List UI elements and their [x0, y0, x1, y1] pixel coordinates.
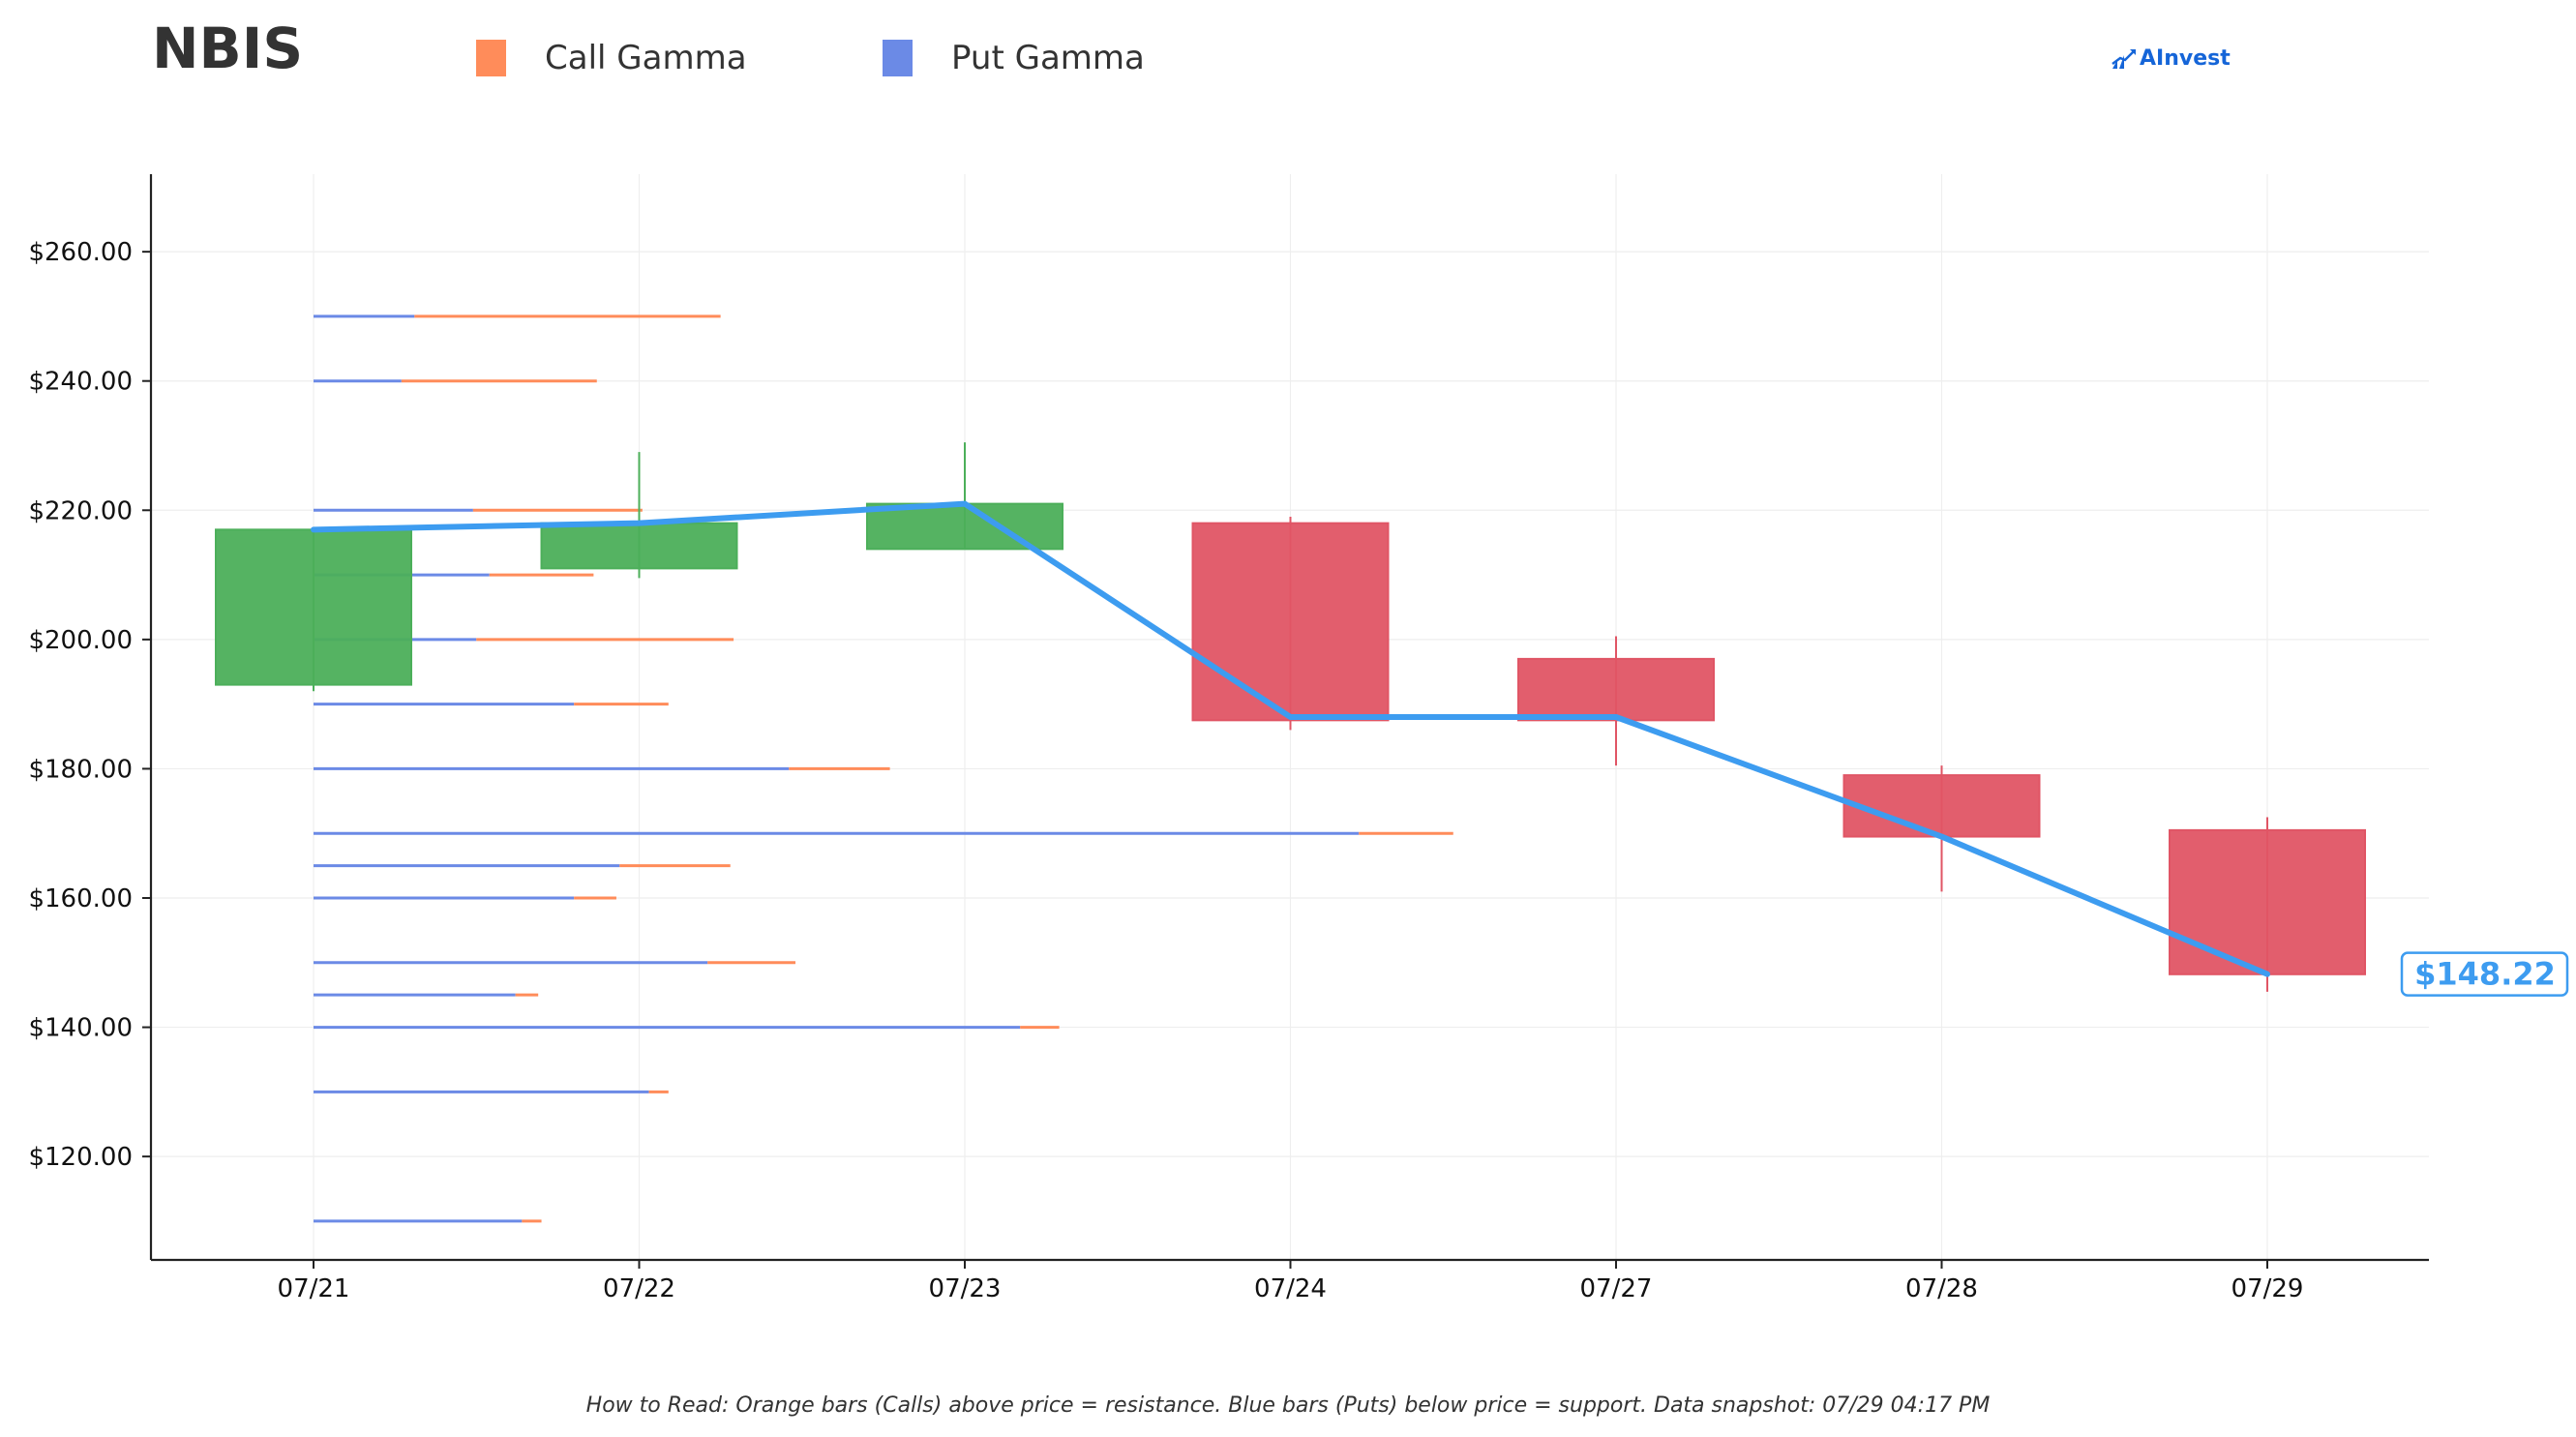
legend-swatch-put: [883, 40, 913, 76]
x-tick-label: 07/22: [603, 1274, 675, 1303]
x-tick-label: 07/23: [929, 1274, 1002, 1303]
last-price-label: $148.22: [2414, 956, 2556, 993]
y-tick-label: $140.00: [28, 1014, 133, 1043]
candle-body: [2169, 828, 2366, 975]
last-price-label-layer: $148.22: [2400, 951, 2569, 997]
legend-item-call-gamma: Call Gamma: [476, 35, 747, 81]
last-price-badge: [2400, 951, 2569, 997]
x-tick-label: 07/28: [1905, 1274, 1978, 1303]
x-tick-label: 07/27: [1580, 1274, 1653, 1303]
y-tick-label: $260.00: [28, 238, 133, 267]
brand-chart-icon: [2112, 48, 2136, 69]
y-tick-label: $200.00: [28, 626, 133, 655]
gamma-bars: [314, 314, 1453, 1223]
y-tick-label: $180.00: [28, 755, 133, 784]
legend-label-call: Call Gamma: [545, 39, 747, 77]
y-tick-label: $220.00: [28, 496, 133, 525]
brand-name: AInvest: [2140, 46, 2231, 71]
candle-body: [1842, 774, 2041, 838]
x-tick-label: 07/21: [278, 1274, 350, 1303]
candle-body: [540, 522, 738, 570]
y-tick-label: $160.00: [28, 884, 133, 913]
tick-labels: $120.00 $140.00 $160.00 $180.00 $200.00 $220.…: [28, 238, 2303, 1303]
x-tick-label: 07/29: [2232, 1274, 2304, 1303]
how-to-read-note: How to Read: Orange bars (Calls) above p…: [585, 1393, 1991, 1418]
candle-body: [1191, 522, 1390, 722]
candle-body: [215, 528, 412, 686]
candles: [215, 442, 2366, 992]
y-tick-label: $120.00: [28, 1143, 133, 1172]
legend-item-put-gamma: Put Gamma: [883, 35, 1145, 81]
price-line: [311, 500, 2270, 977]
ticker-title: NBIS: [152, 15, 304, 81]
brand-logo: AInvest: [2112, 46, 2231, 71]
y-tick-label: $240.00: [28, 368, 133, 397]
x-tick-label: 07/24: [1254, 1274, 1327, 1303]
price-line-layer: [311, 500, 2270, 977]
candle-body: [1517, 657, 1715, 722]
legend-swatch-call: [476, 40, 506, 76]
legend-label-put: Put Gamma: [951, 39, 1145, 77]
